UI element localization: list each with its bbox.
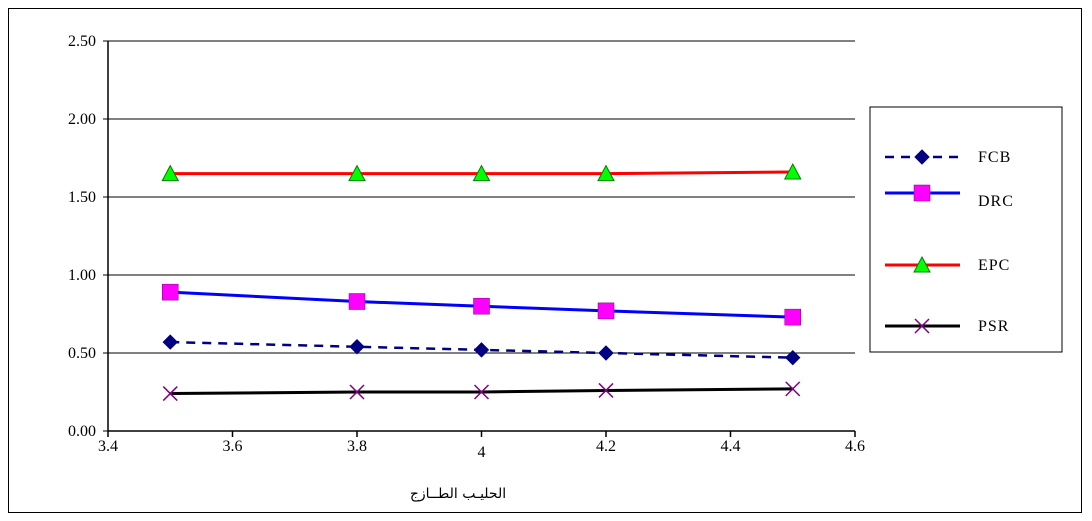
legend-label: DRC (978, 193, 1014, 210)
point-marker (598, 345, 614, 361)
point-marker (161, 164, 180, 182)
series-psr (162, 381, 801, 402)
x-tick-label: 4.6 (845, 438, 865, 455)
point-marker (914, 318, 930, 334)
point-marker (473, 297, 490, 315)
point-marker (473, 384, 490, 400)
x-tick-label: 3.4 (98, 438, 118, 455)
x-axis-label: الحليـب الطــازج (410, 486, 506, 502)
x-tick-label: 3.8 (347, 438, 367, 455)
legend-item-drc: DRC (885, 184, 1014, 210)
y-tick-label: 0.50 (68, 345, 96, 362)
point-marker (597, 302, 615, 320)
series-layer (161, 162, 802, 402)
point-marker (598, 382, 614, 398)
legend-label: EPC (978, 257, 1010, 274)
point-marker (783, 162, 802, 180)
legend-label: FCB (978, 149, 1011, 166)
legend: FCB DRC EPC PSR (869, 106, 1063, 353)
point-marker (349, 384, 365, 400)
x-tick-label: 3.6 (223, 438, 243, 455)
point-marker (162, 334, 178, 350)
x-tick-label: 4 (478, 444, 486, 461)
y-tick-label: 1.50 (68, 189, 96, 206)
point-marker (473, 342, 490, 358)
point-marker (913, 184, 931, 202)
point-marker (348, 293, 366, 310)
legend-item-epc: EPC (885, 255, 1010, 274)
point-marker (597, 164, 615, 182)
x-tick-label: 4.4 (721, 438, 741, 455)
legend-item-psr: PSR (885, 318, 1009, 335)
point-marker (913, 255, 931, 273)
x-tick-label: 4.2 (596, 438, 616, 455)
y-tick-label: 2.50 (68, 33, 96, 50)
series-drc (162, 283, 801, 326)
grid-lines (108, 40, 855, 354)
y-tick-label: 0.00 (68, 423, 96, 440)
point-marker (162, 283, 179, 301)
y-tick-label: 1.00 (68, 267, 96, 284)
axes: 0.00 0.50 1.00 1.50 2.00 2.50 3.4 3.6 3.8 4 4.2 4.4… (68, 33, 865, 461)
point-marker (348, 164, 366, 182)
point-marker (472, 164, 491, 182)
point-marker (162, 386, 178, 402)
point-marker (785, 349, 801, 366)
point-marker (784, 308, 801, 326)
point-marker (914, 149, 930, 165)
legend-label: PSR (978, 318, 1009, 335)
legend-item-fcb: FCB (885, 149, 1011, 166)
point-marker (785, 381, 801, 397)
point-marker (349, 339, 365, 355)
legend-box (869, 106, 1063, 353)
series-epc (161, 162, 802, 182)
y-tick-label: 2.00 (68, 111, 96, 128)
series-fcb (162, 334, 801, 366)
